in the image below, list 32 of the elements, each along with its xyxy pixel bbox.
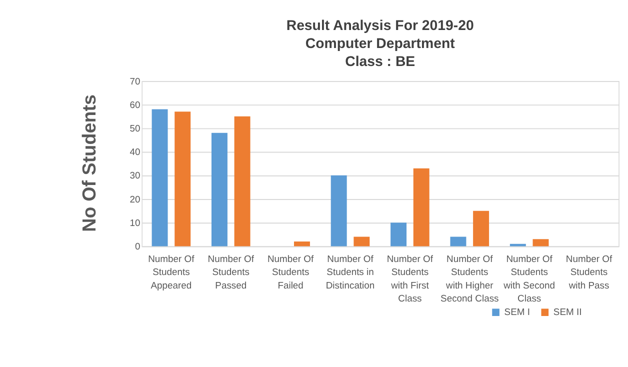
bar [330, 175, 347, 246]
x-tick-label: Number Of Students with Pass [566, 254, 612, 292]
legend-label: SEM II [553, 307, 582, 318]
y-tick-label: 0 [134, 242, 140, 253]
bar [390, 222, 407, 246]
y-tick-label: 20 [130, 194, 140, 206]
bar [473, 210, 490, 246]
bar [532, 239, 549, 246]
x-tick-label: Number Of Students in Distincation [326, 254, 375, 292]
x-tick-label: Number Of Students with Second Class [502, 254, 556, 304]
y-tick-label: 40 [130, 147, 140, 158]
x-tick-label: Number Of Students Appeared [148, 254, 195, 292]
bar [294, 242, 310, 246]
x-tick-label: Number Of Students with First Class [386, 254, 434, 304]
y-axis-title: No Of Students [79, 94, 100, 232]
y-tick-label: 60 [130, 100, 140, 111]
y-tick-label: 70 [130, 76, 140, 88]
bar [354, 236, 370, 246]
bar [413, 168, 430, 246]
bar [174, 112, 191, 246]
y-tick-label: 50 [130, 124, 140, 135]
bar [211, 132, 228, 246]
x-tick-label: Number Of Students with Higher Second Class [440, 254, 500, 304]
chart-title: Result Analysis For 2019-20 Computer Department Class : BE [286, 18, 474, 70]
bar [234, 116, 250, 246]
x-tick-label: Number Of Students Passed [208, 254, 254, 292]
y-tick-label: 30 [130, 170, 140, 182]
legend-label: SEM I [504, 307, 530, 318]
bar [152, 109, 168, 246]
y-tick-label: 10 [130, 218, 140, 229]
x-tick-label: Number Of Students Failed [267, 254, 314, 292]
bar [450, 236, 466, 246]
